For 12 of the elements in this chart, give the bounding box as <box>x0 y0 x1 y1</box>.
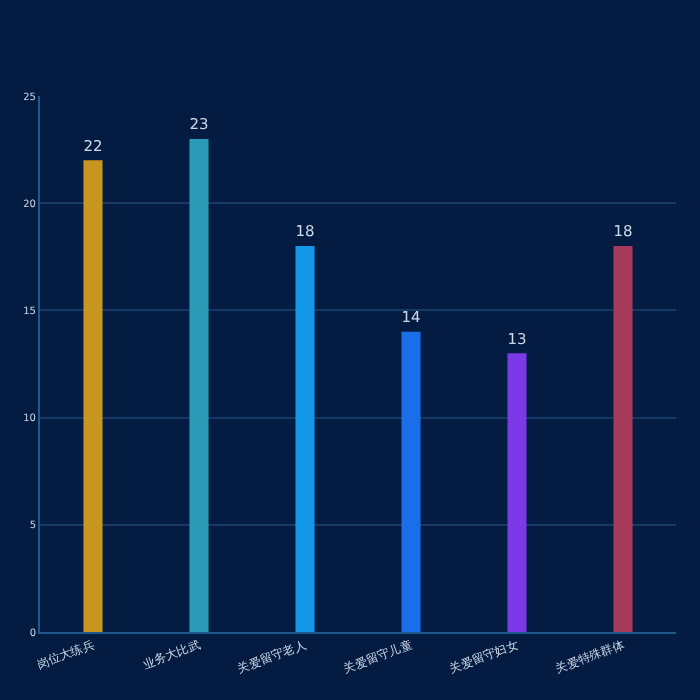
data-label: 22 <box>83 136 103 155</box>
bar <box>83 160 103 632</box>
bar <box>189 138 209 632</box>
data-label: 14 <box>401 308 421 327</box>
bar <box>295 246 315 632</box>
bar <box>401 331 421 632</box>
data-label: 18 <box>295 222 315 241</box>
bar <box>507 353 527 632</box>
bar <box>613 246 633 632</box>
data-label: 13 <box>507 329 527 348</box>
data-label: 23 <box>189 115 209 134</box>
data-label: 18 <box>613 222 633 241</box>
